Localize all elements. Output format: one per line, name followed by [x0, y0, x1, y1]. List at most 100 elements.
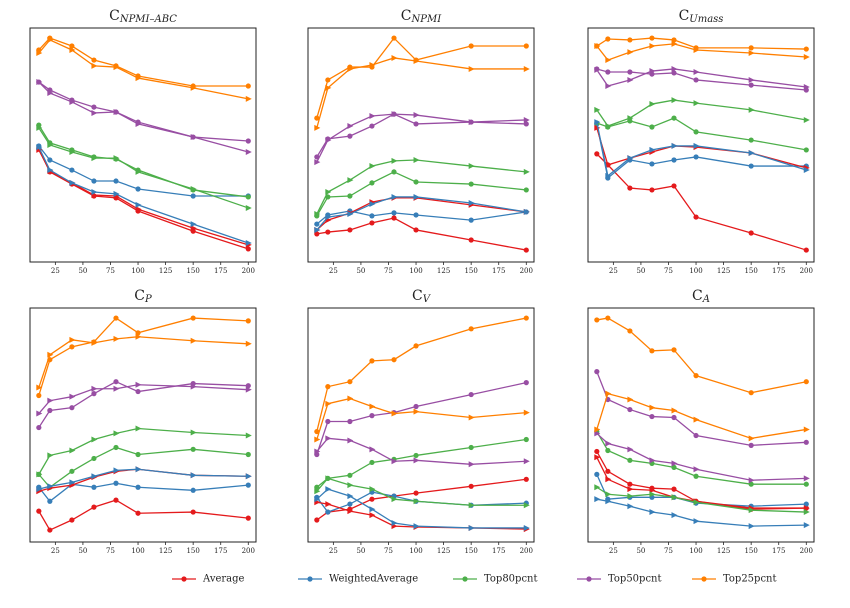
point-triangle: [523, 524, 530, 531]
point-triangle: [369, 506, 376, 513]
point-triangle: [468, 65, 475, 72]
point: [245, 246, 251, 252]
series-line: [596, 392, 807, 440]
plot-frame: [29, 307, 257, 543]
series-line: [38, 149, 249, 246]
point-triangle: [314, 226, 321, 233]
point: [135, 330, 141, 336]
x-tick-label: 200: [242, 547, 255, 555]
legend-marker: [181, 576, 187, 582]
title-sub: NPMI: [411, 14, 443, 25]
series-line: [38, 146, 249, 244]
point-triangle: [347, 493, 354, 500]
point: [391, 169, 397, 175]
point: [391, 357, 397, 363]
point-triangle: [748, 477, 755, 484]
title-base: C: [134, 288, 145, 304]
point-triangle: [113, 155, 120, 162]
point-triangle: [190, 337, 197, 344]
x-tick-label: 125: [159, 547, 172, 555]
title-base: C: [412, 288, 423, 304]
series-line: [38, 39, 249, 100]
series-line: [596, 432, 807, 481]
point: [594, 151, 600, 157]
point-triangle: [113, 335, 120, 342]
point-triangle: [91, 155, 98, 162]
point-triangle: [36, 410, 43, 417]
point: [523, 121, 529, 127]
point: [91, 104, 97, 110]
point: [468, 391, 474, 398]
point: [91, 484, 97, 490]
series-line: [596, 498, 807, 527]
point-triangle: [803, 426, 810, 433]
title-base: C: [679, 8, 690, 24]
x-tick-label: 200: [800, 267, 813, 275]
point-triangle: [325, 501, 332, 508]
point-triangle: [245, 204, 252, 211]
point-triangle: [347, 177, 354, 184]
point-triangle: [347, 65, 354, 72]
point: [627, 481, 633, 487]
point: [47, 157, 53, 163]
point-triangle: [594, 430, 601, 437]
point-triangle: [135, 206, 142, 213]
point: [671, 347, 677, 353]
point: [369, 496, 375, 502]
point: [391, 215, 397, 221]
x-tick-label: 200: [800, 547, 813, 555]
point-triangle: [391, 157, 398, 164]
point-triangle: [605, 83, 612, 90]
point-triangle: [605, 491, 612, 498]
point-triangle: [671, 512, 678, 519]
series-line: [596, 153, 807, 251]
point-triangle: [649, 509, 656, 516]
point: [47, 498, 53, 504]
point-triangle: [190, 429, 197, 436]
point: [36, 424, 42, 431]
series-line: [38, 81, 249, 153]
point: [47, 527, 53, 533]
point-triangle: [369, 512, 376, 519]
point-triangle: [693, 466, 700, 473]
x-tick-label: 100: [409, 547, 422, 555]
point-triangle: [47, 167, 54, 174]
series-line: [38, 127, 249, 209]
point-triangle: [47, 90, 54, 97]
point-triangle: [69, 98, 76, 105]
plot-frame: [307, 27, 535, 263]
point-triangle: [649, 101, 656, 108]
point: [314, 428, 320, 435]
point-triangle: [36, 471, 43, 478]
point-triangle: [91, 189, 98, 196]
series-line: [596, 121, 807, 178]
point-triangle: [468, 524, 475, 531]
point-triangle: [190, 383, 197, 390]
point-triangle: [135, 168, 142, 175]
point-triangle: [47, 452, 54, 459]
point: [69, 405, 75, 411]
point-triangle: [523, 458, 530, 465]
point-triangle: [69, 179, 76, 186]
point: [523, 380, 529, 386]
point: [468, 483, 474, 489]
series-line: [596, 43, 807, 61]
point: [413, 212, 419, 218]
point-triangle: [413, 523, 420, 530]
title-sub: NPMI–ABC: [119, 14, 177, 25]
series-line: [38, 482, 249, 503]
x-tick-label: 125: [717, 547, 730, 555]
title-base: C: [692, 288, 703, 304]
point-triangle: [47, 142, 54, 148]
point-triangle: [36, 79, 43, 86]
point-triangle: [693, 68, 700, 75]
x-tick-label: 125: [437, 547, 450, 555]
point: [468, 181, 474, 187]
point: [91, 57, 97, 63]
x-tick-label: 25: [329, 267, 338, 275]
point-triangle: [594, 484, 601, 491]
point: [649, 413, 655, 420]
point-triangle: [36, 50, 43, 57]
point-triangle: [391, 54, 398, 61]
point-triangle: [245, 432, 252, 439]
